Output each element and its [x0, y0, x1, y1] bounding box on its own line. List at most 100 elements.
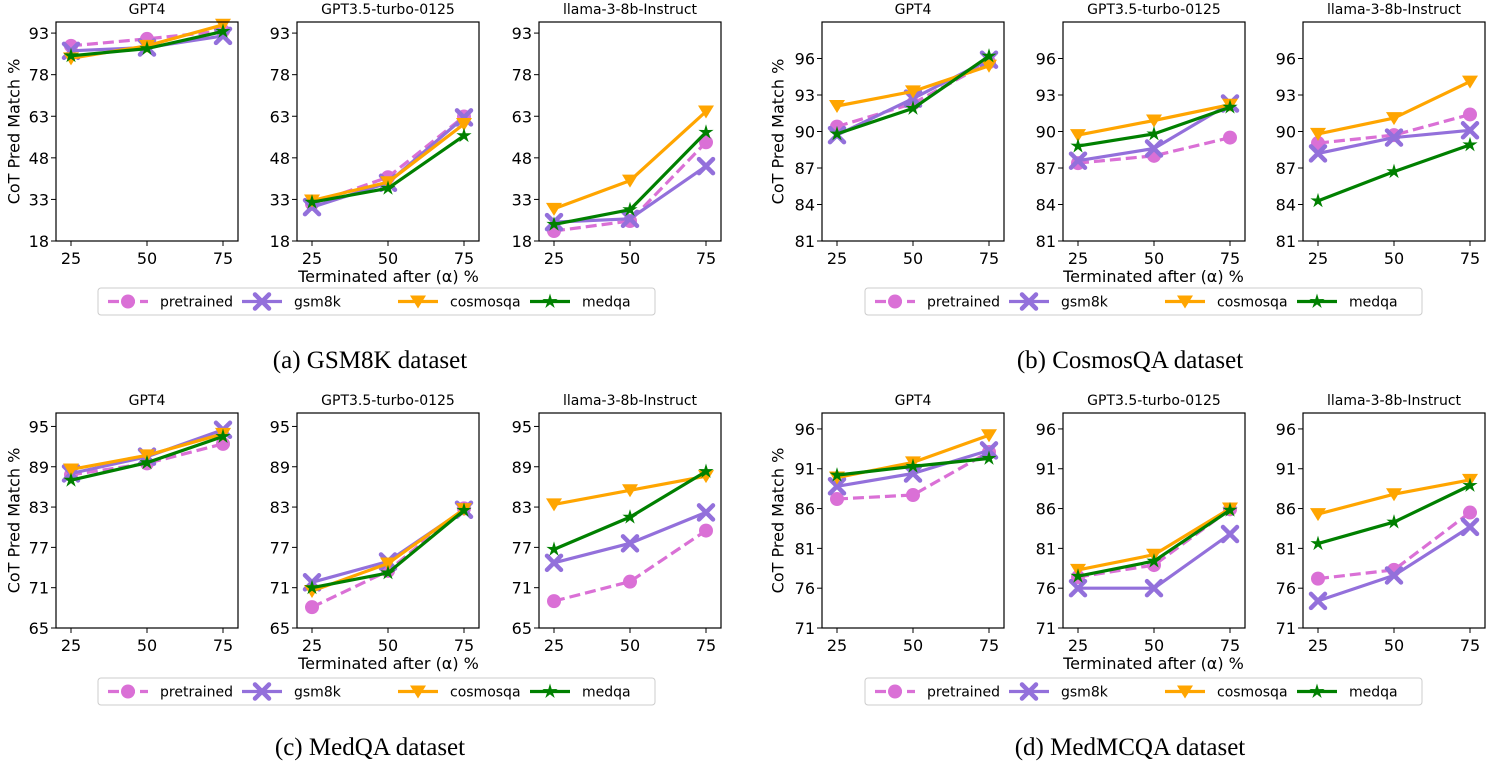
legend-item-medqa: medqa: [530, 683, 631, 701]
marker-star: [1462, 477, 1478, 492]
marker-star: [63, 47, 79, 63]
marker-star: [1386, 163, 1402, 179]
marker-star: [698, 463, 714, 478]
y-tick-label: 65: [270, 619, 290, 638]
marker-triangle-down: [546, 498, 562, 512]
legend-item-cosmosqa: cosmosqa: [398, 685, 521, 701]
legend-label: cosmosqa: [1217, 685, 1288, 701]
subplot: llama-3-8b-Instruct 65 71 77 83 89 95 25 50 75: [512, 393, 722, 655]
marker-circle: [623, 574, 637, 589]
marker-x: [620, 209, 640, 229]
legend-label: pretrained: [160, 685, 233, 701]
series-gsm8k: [1068, 524, 1240, 598]
marker-triangle-down: [410, 685, 426, 699]
legend-item-pretrained: pretrained: [108, 294, 233, 311]
legend-label: pretrained: [927, 295, 1000, 311]
legend-item-pretrained: pretrained: [875, 684, 1000, 701]
marker-star: [622, 201, 638, 217]
marker-star: [1310, 535, 1326, 551]
subplot-title: GPT4: [895, 2, 932, 18]
y-tick-label: 71: [29, 579, 49, 598]
marker-circle: [699, 135, 713, 150]
marker-triangle-down: [1310, 127, 1326, 141]
marker-star: [63, 472, 79, 487]
marker-x: [252, 682, 272, 701]
legend-item-medqa: medqa: [1297, 683, 1398, 701]
x-tick-label: 25: [827, 249, 847, 268]
marker-x: [1068, 151, 1088, 170]
x-axis-label: Terminated after (α) %: [297, 267, 479, 286]
subplot: GPT4 81 84 87 90 93 96 25 50 75: [795, 2, 1005, 268]
legend-item-gsm8k: gsm8k: [242, 292, 342, 311]
x-tick-label: 50: [378, 249, 398, 268]
marker-star: [1070, 568, 1086, 583]
x-axis-label: Terminated after (α) %: [297, 654, 479, 673]
y-tick-label: 95: [29, 417, 49, 436]
y-tick-label: 90: [1276, 123, 1296, 142]
series-gsm8k: [1308, 517, 1480, 611]
legend-item-medqa: medqa: [1297, 293, 1398, 311]
subplot-title: GPT3.5-turbo-0125: [1087, 2, 1221, 18]
series-medqa: [63, 23, 231, 63]
marker-x: [827, 477, 847, 496]
x-tick-label: 50: [620, 249, 640, 268]
marker-circle: [888, 684, 902, 699]
y-tick-label: 91: [795, 460, 815, 479]
y-tick-label: 90: [1036, 123, 1056, 142]
marker-circle: [699, 523, 713, 538]
marker-circle: [1311, 136, 1325, 151]
y-tick-label: 81: [795, 232, 815, 251]
plot-frame: [296, 412, 480, 629]
y-tick-label: 87: [795, 159, 815, 178]
y-tick-label: 83: [270, 498, 290, 517]
series-gsm8k: [1308, 121, 1480, 163]
series-line: [1077, 508, 1231, 579]
series-line: [1317, 80, 1471, 136]
marker-triangle-down: [622, 484, 638, 498]
series-cosmosqa: [546, 470, 714, 512]
series-medqa: [304, 127, 472, 209]
y-tick-label: 84: [1276, 196, 1296, 215]
series-medqa: [1070, 502, 1238, 583]
x-tick-label: 50: [903, 636, 923, 655]
marker-triangle-down: [1462, 75, 1478, 89]
x-tick-label: 25: [1068, 249, 1088, 268]
y-tick-label: 71: [270, 579, 290, 598]
series-line: [553, 529, 707, 603]
marker-triangle-down: [829, 99, 845, 113]
subplot: GPT3.5-turbo-0125 81 84 87 90 93 96 25 50 75: [1036, 2, 1246, 268]
x-tick-label: 75: [979, 636, 999, 655]
marker-x: [1144, 139, 1164, 158]
marker-star: [829, 467, 845, 482]
y-tick-label: 91: [1036, 460, 1056, 479]
marker-triangle-down: [698, 105, 714, 119]
plot-frame: [821, 412, 1005, 629]
series-gsm8k: [544, 156, 716, 232]
y-tick-label: 71: [795, 619, 815, 638]
x-tick-label: 50: [1144, 636, 1164, 655]
plot-frame: [55, 412, 239, 629]
series-line: [1077, 136, 1231, 165]
series-line: [1317, 112, 1471, 145]
series-line: [311, 507, 465, 593]
y-tick-label: 18: [270, 232, 290, 251]
marker-x: [620, 534, 640, 553]
legend-label: pretrained: [927, 685, 1000, 701]
x-tick-label: 75: [1220, 636, 1240, 655]
subplot: llama-3-8b-Instruct 18 33 48 63 78 93 25 50 75: [512, 2, 722, 268]
legend-item-cosmosqa: cosmosqa: [398, 295, 521, 311]
marker-star: [905, 458, 921, 473]
y-tick-label: 89: [29, 458, 49, 477]
x-tick-label: 50: [1384, 249, 1404, 268]
subplot: GPT4 71 76 81 86 91 96 25 50 75: [795, 393, 1005, 655]
y-tick-label: 48: [29, 149, 49, 168]
subplot-title: GPT4: [129, 393, 166, 409]
marker-star: [380, 564, 396, 580]
y-tick-label: 93: [270, 24, 290, 43]
series-medqa: [829, 48, 997, 141]
marker-circle: [1463, 107, 1477, 122]
subplot-title: llama-3-8b-Instruct: [563, 393, 698, 409]
series-medqa: [1310, 477, 1478, 551]
series-medqa: [546, 124, 714, 231]
y-tick-label: 71: [1036, 619, 1056, 638]
